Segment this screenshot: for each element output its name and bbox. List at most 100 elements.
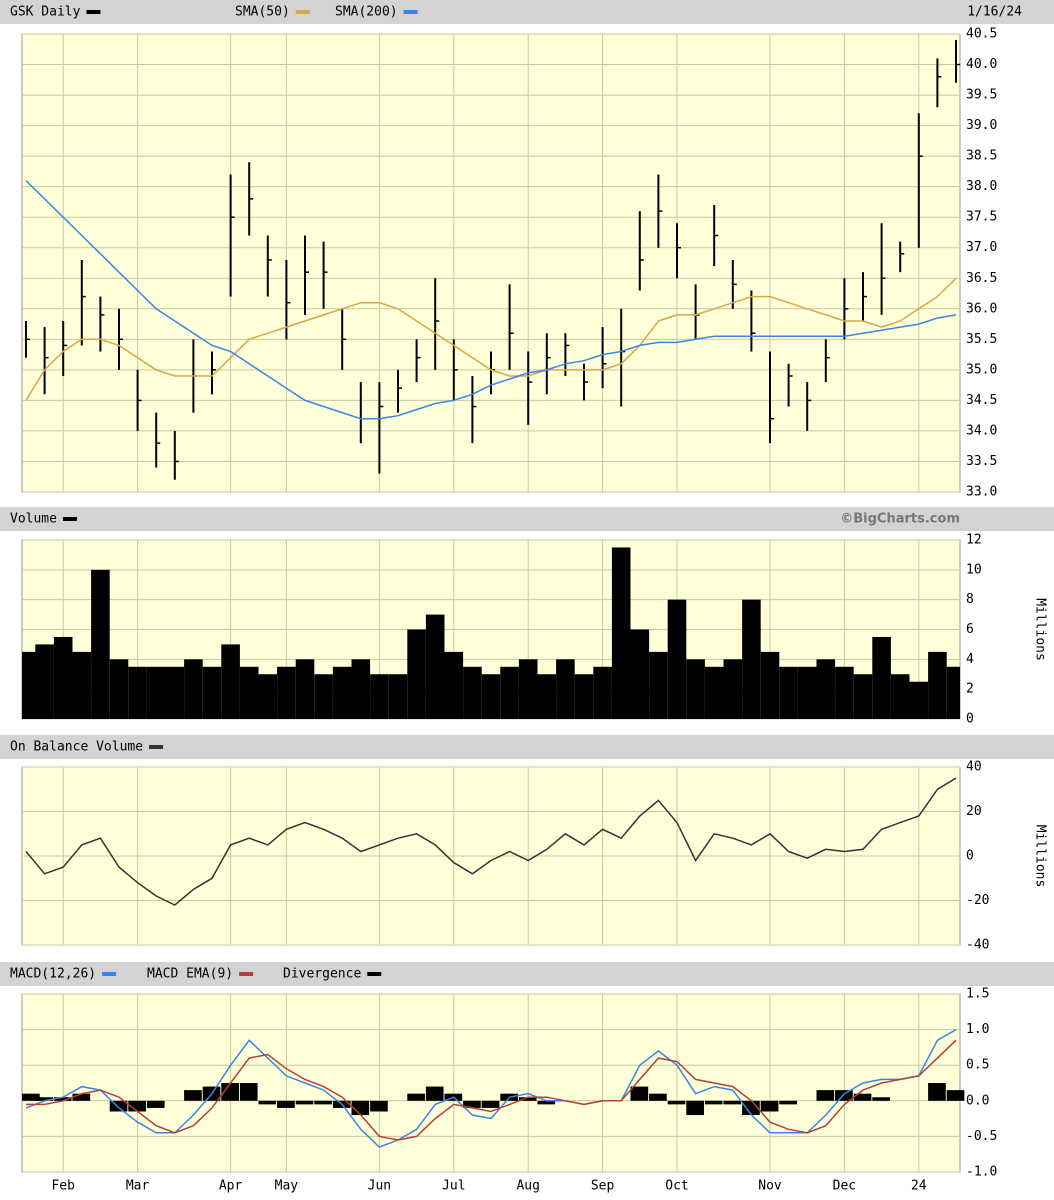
divergence-bar xyxy=(425,1086,444,1101)
macd-line xyxy=(25,1028,957,1148)
x-tick-label: Dec xyxy=(833,1179,856,1194)
y-tick-label: 36.0 xyxy=(966,301,997,316)
divergence-bar xyxy=(109,1100,128,1112)
y-tick-label: 38.0 xyxy=(966,179,997,194)
y-tick-label: 0 xyxy=(966,849,974,864)
volume-bar xyxy=(928,651,947,719)
legend-label: SMA(200) xyxy=(335,5,398,20)
divergence-bar xyxy=(128,1100,146,1112)
volume-bar xyxy=(872,636,891,719)
volume-bar xyxy=(277,666,296,719)
y-tick-label: 0 xyxy=(966,712,974,727)
panel-header xyxy=(0,507,1054,531)
volume-bar xyxy=(72,651,92,719)
panel-header xyxy=(0,962,1054,986)
volume-bar xyxy=(835,666,854,719)
y-tick-label: 2 xyxy=(966,682,974,697)
x-tick-label: Jun xyxy=(368,1179,391,1194)
volume-bar xyxy=(184,659,203,719)
divergence-bar xyxy=(537,1100,556,1105)
y-tick-label: 35.0 xyxy=(966,362,997,377)
divergence-bar xyxy=(667,1100,686,1105)
volume-bar xyxy=(649,651,668,719)
volume-bar xyxy=(909,681,929,719)
y-tick-label: 4 xyxy=(966,652,974,667)
volume-bar xyxy=(53,636,73,719)
volume-bar xyxy=(667,599,687,719)
volume-bar xyxy=(146,666,166,719)
legend-swatch xyxy=(149,745,164,749)
y-tick-label: 37.0 xyxy=(966,240,997,255)
y-tick-label: 40.5 xyxy=(966,27,997,42)
divergence-bar xyxy=(723,1100,742,1105)
volume-bar xyxy=(593,666,612,719)
divergence-bar xyxy=(277,1100,295,1108)
divergence-bar xyxy=(295,1100,314,1105)
divergence-bar xyxy=(72,1093,91,1101)
divergence-bar xyxy=(649,1093,667,1101)
y-tick-label: 0.5 xyxy=(966,1058,989,1073)
divergence-bar xyxy=(370,1100,388,1112)
legend-label: MACD(12,26) xyxy=(10,967,96,982)
legend-swatch xyxy=(239,972,254,976)
divergence-bar xyxy=(221,1083,239,1101)
y-tick-label: 20 xyxy=(966,804,982,819)
volume-bar xyxy=(388,674,408,719)
y-tick-label: 38.5 xyxy=(966,149,997,164)
y-tick-label: 34.0 xyxy=(966,423,997,438)
moving-average xyxy=(25,180,957,420)
x-tick-label: Feb xyxy=(51,1179,75,1194)
divergence-bar xyxy=(779,1100,797,1105)
x-tick-label: Apr xyxy=(219,1179,243,1194)
chart-date: 1/16/24 xyxy=(967,5,1022,20)
volume-bar xyxy=(518,659,538,719)
divergence-bar xyxy=(463,1100,481,1108)
y-tick-label: -40 xyxy=(966,938,989,953)
y-tick-label: 35.5 xyxy=(966,332,997,347)
x-tick-label: 24 xyxy=(911,1179,927,1194)
legend-swatch xyxy=(62,517,77,521)
x-tick-label: Sep xyxy=(591,1179,615,1194)
x-tick-label: Aug xyxy=(516,1179,539,1194)
volume-bar xyxy=(202,666,222,719)
x-tick-label: Oct xyxy=(665,1179,688,1194)
volume-bar xyxy=(537,674,557,719)
x-tick-label: Mar xyxy=(126,1179,150,1194)
y-tick-label: 40.0 xyxy=(966,57,997,72)
divergence-bar xyxy=(35,1097,53,1101)
y-tick-label: 37.5 xyxy=(966,210,997,225)
divergence-bar xyxy=(351,1100,370,1116)
y-axis-label: Millions xyxy=(1033,825,1048,888)
volume-bar xyxy=(779,666,798,719)
divergence-bar xyxy=(407,1093,425,1101)
volume-bar xyxy=(351,659,371,719)
legend-swatch xyxy=(367,972,382,976)
volume-bar xyxy=(407,629,426,719)
plot-area xyxy=(21,33,961,493)
volume-bar xyxy=(481,674,501,719)
y-tick-label: -0.5 xyxy=(966,1129,997,1144)
source: ©BigCharts.com xyxy=(840,512,960,527)
volume-bar xyxy=(723,659,743,719)
volume-bar xyxy=(314,674,333,719)
y-tick-label: -20 xyxy=(966,893,989,908)
legend-swatch xyxy=(102,972,117,976)
x-tick-label: May xyxy=(275,1179,299,1194)
volume-bar xyxy=(128,666,147,719)
divergence-bar xyxy=(630,1086,649,1101)
y-tick-label: 39.5 xyxy=(966,88,997,103)
divergence-bar xyxy=(760,1100,779,1112)
volume-bar xyxy=(500,666,519,719)
volume-bar xyxy=(574,674,594,719)
volume-bar xyxy=(611,547,631,719)
volume-bar xyxy=(463,666,482,719)
legend-label: Volume xyxy=(10,512,57,527)
legend-label: MACD EMA(9) xyxy=(147,967,233,982)
x-tick-label: Nov xyxy=(758,1179,782,1194)
indicator-line xyxy=(25,777,957,906)
volume-bar xyxy=(686,659,705,719)
volume-bar xyxy=(239,666,259,719)
volume-bar xyxy=(35,644,54,719)
legend-label: Divergence xyxy=(283,967,361,982)
